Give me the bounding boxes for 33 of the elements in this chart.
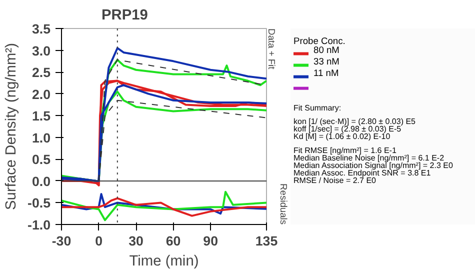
text: Fit Summary: [294, 103, 342, 112]
text: kon [1/ (sec·M)] = (2.80 ± 0.03) E5 [294, 116, 416, 126]
y-tick-label: 3.5 [32, 22, 52, 36]
x-axis-title: Time (min) [129, 254, 199, 270]
x-tick-label: 30 [128, 234, 144, 248]
x-tick-label: 90 [203, 234, 218, 248]
text: RMSE / Noise = 2.7 E0 [294, 176, 377, 186]
y-tick-label: -0.5 [28, 196, 52, 211]
y-tick-label: 1.5 [32, 108, 52, 124]
y-tick-label: -1.0 [28, 218, 50, 232]
text: Kd [M] = (1.06 ± 0.02) E-10 [294, 132, 391, 142]
y-tick-label: 0.0 [32, 174, 51, 189]
y-tick-label: 2.0 [32, 86, 51, 102]
text: Fit RMSE [ng/mm²] = 1.6 E-1 [294, 146, 397, 155]
legend-title: Probe Conc. [294, 36, 346, 46]
annotation: Data + Fit [266, 28, 276, 70]
x-tick-label: -30 [52, 234, 72, 248]
text: Residuals [278, 184, 288, 225]
y-tick-label: 3.0 [32, 43, 51, 58]
text: Median Association Signal [ng/mm²] = 2.3 E0 [294, 160, 454, 170]
x-tick-label: 0 [95, 234, 102, 248]
text: koff [1/sec] = (2.98 ± 0.03) E-5 [294, 124, 402, 134]
y-axis-title: Surface Density (ng/mm²) [4, 43, 20, 210]
y-tick-label: 0.5 [32, 152, 52, 168]
chart-title: PRP19 [102, 8, 148, 24]
text: Median Baseline Noise [ng/mm²] = 6.1 E-2 [294, 153, 445, 162]
legend-label: 11 nM [314, 68, 339, 78]
y-tick-label: 1.0 [32, 130, 51, 146]
y-tick-label: 2.5 [32, 65, 52, 80]
x-tick-label: 60 [166, 234, 181, 248]
legend-label: 33 nM [314, 56, 340, 67]
x-tick-label: 135 [255, 234, 278, 248]
legend-label: 80 nM [314, 45, 340, 56]
